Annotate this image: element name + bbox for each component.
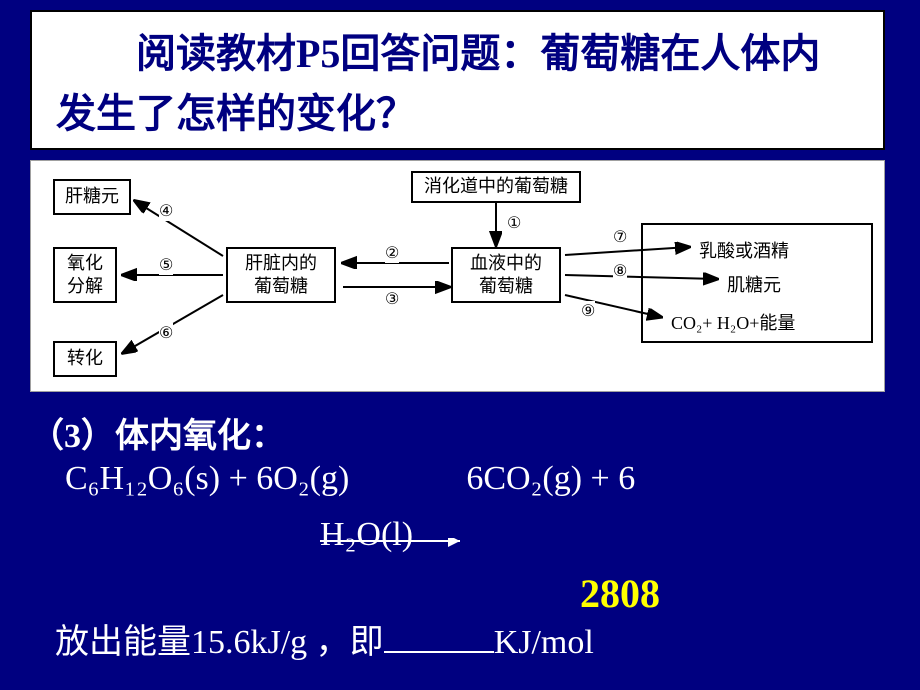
label-5: ⑤ <box>159 255 173 275</box>
label-9: ⑨ <box>581 301 595 321</box>
diagram-inner: 肝糖元 氧化 分解 转化 肝脏内的 葡萄糖 消化道中的葡萄糖 血液中的 葡萄糖 … <box>31 161 884 391</box>
energy-prefix: 放出能量15.6kJ/g ，即 <box>55 624 384 661</box>
reaction-arrow <box>320 538 470 558</box>
blank-underline <box>384 651 494 653</box>
title-box: 阅读教材P5回答问题：葡萄糖在人体内发生了怎样的变化？ <box>30 10 885 150</box>
label-8: ⑧ <box>613 261 627 281</box>
label-2: ② <box>385 243 399 263</box>
label-1: ① <box>507 213 521 233</box>
label-6: ⑥ <box>159 323 173 343</box>
label-4: ④ <box>159 201 173 221</box>
equation-products-part1: 6CO₂(g) + 6 <box>466 460 635 497</box>
label-3: ③ <box>385 289 399 309</box>
diagram-box: 肝糖元 氧化 分解 转化 肝脏内的 葡萄糖 消化道中的葡萄糖 血液中的 葡萄糖 … <box>30 160 885 392</box>
equation-line1: C₆H₁₂O₆(s) + 6O₂(g) 6CO₂(g) + 6 <box>65 460 635 498</box>
equation-reactants: C₆H₁₂O₆(s) + 6O₂(g) <box>65 460 349 497</box>
blank-value: 2808 <box>580 570 660 617</box>
energy-line: 放出能量15.6kJ/g ，即 KJ/mol <box>55 614 594 663</box>
arrows <box>31 161 886 393</box>
energy-suffix: KJ/mol <box>494 624 594 661</box>
label-7: ⑦ <box>613 227 627 247</box>
oxidation-title: （3）体内氧化： <box>30 408 285 457</box>
title-text: 阅读教材P5回答问题：葡萄糖在人体内发生了怎样的变化？ <box>32 12 883 156</box>
